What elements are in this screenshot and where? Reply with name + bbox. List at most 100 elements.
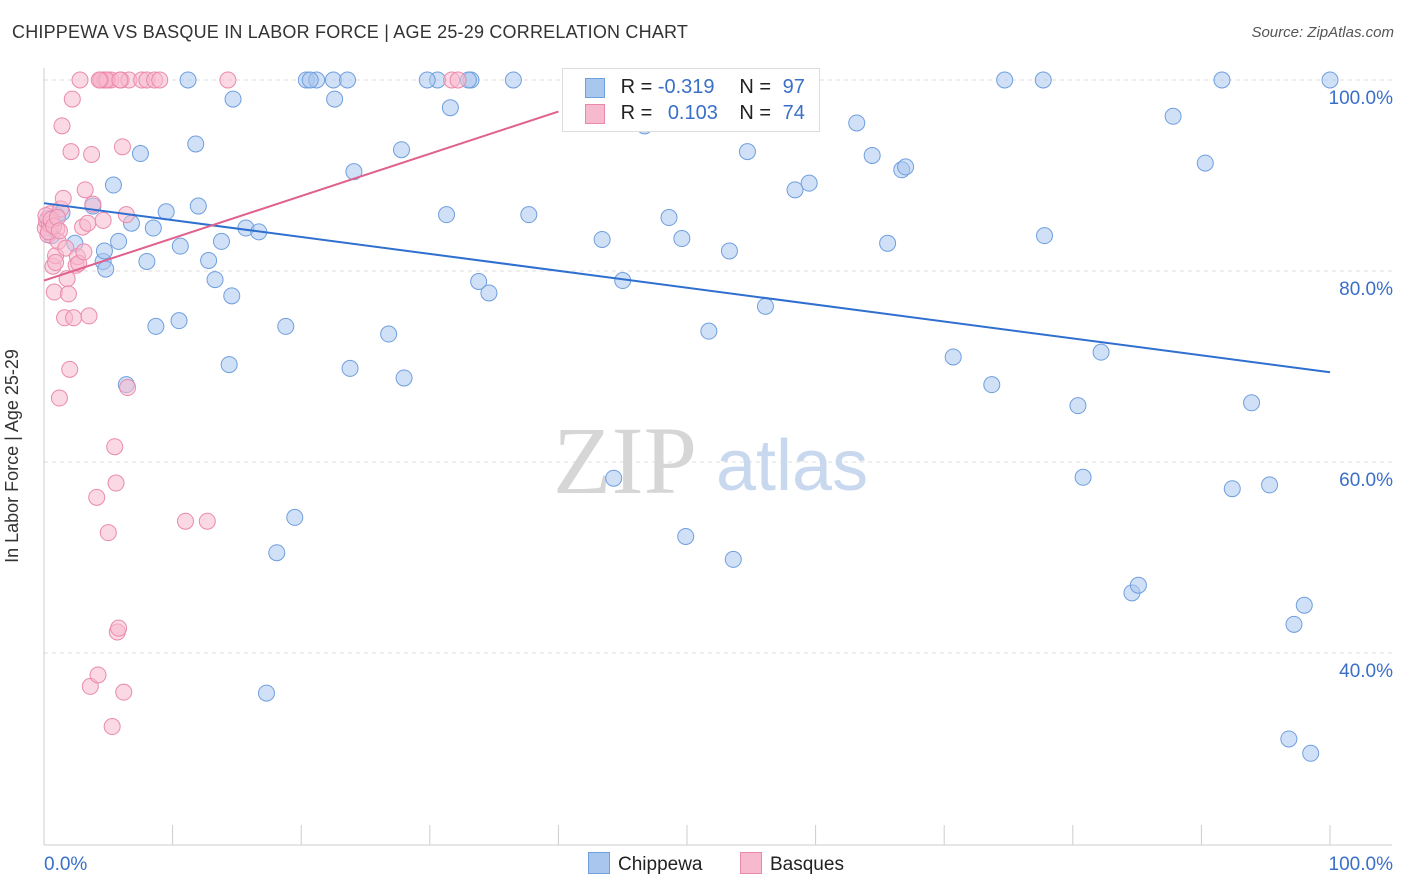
chippewa-point-21: [179, 71, 197, 89]
basques-point-16: [57, 239, 75, 257]
chippewa-point-67: [800, 174, 818, 192]
chippewa-point-92: [1295, 596, 1313, 614]
legend-basques-swatch: [740, 852, 762, 874]
chippewa-point-66: [786, 181, 804, 199]
trendlines: [43, 110, 1331, 374]
chippewa-point-24: [200, 251, 218, 269]
chippewa-point-19: [170, 312, 188, 330]
chippewa-point-39: [326, 90, 344, 108]
chippewa-point-34: [277, 317, 295, 335]
basques-n-value: 74: [782, 102, 805, 124]
basques-point-29: [80, 307, 98, 325]
chippewa-point-73: [944, 348, 962, 366]
basques-point-50: [119, 379, 137, 397]
basques-point-57: [198, 512, 216, 530]
basques-point-7: [45, 283, 63, 301]
x-tick-label-max: 100.0%: [1329, 854, 1394, 875]
chippewa-point-87: [1243, 394, 1261, 412]
chippewa-point-18: [157, 203, 175, 221]
chippewa-point-48: [441, 99, 459, 117]
chippewa-point-60: [677, 527, 695, 545]
grid-layer: [44, 79, 1392, 654]
legend-basques[interactable]: Basques: [740, 852, 844, 876]
chippewa-point-14: [131, 145, 149, 163]
chippewa-point-75: [996, 71, 1014, 89]
basques-point-20: [62, 143, 80, 161]
chippewa-point-17: [147, 317, 165, 335]
basques-point-39: [99, 524, 117, 542]
chippewa-point-53: [520, 206, 538, 224]
basques-point-19: [61, 360, 79, 378]
basques-point-42: [106, 438, 124, 456]
legend-chippewa-swatch: [588, 852, 610, 874]
chippewa-point-27: [220, 356, 238, 374]
chippewa-point-69: [863, 146, 881, 164]
y-tick-label-40: 40.0%: [1339, 661, 1393, 682]
chippewa-point-10: [104, 176, 122, 194]
basques-point-36: [94, 211, 112, 229]
chippewa-point-54: [593, 230, 611, 248]
basques-point-55: [151, 71, 169, 89]
chippewa-point-20: [171, 237, 189, 255]
chippewa-point-93: [1321, 71, 1339, 89]
stats-row-chippewa: R = -0.319 N = 97: [585, 74, 805, 100]
chippewa-point-26: [212, 232, 230, 250]
chippewa-point-94: [418, 71, 436, 89]
chippewa-point-15: [138, 252, 156, 270]
chippewa-r-value: -0.319: [657, 76, 715, 98]
chippewa-point-25: [206, 271, 224, 289]
basques-point-48: [115, 683, 133, 701]
basques-point-58: [219, 71, 237, 89]
basques-point-33: [88, 488, 106, 506]
chippewa-point-23: [189, 197, 207, 215]
chippewa-point-83: [1164, 107, 1182, 125]
series-chippewa-points: [39, 71, 1339, 762]
series-basques-points: [36, 71, 467, 736]
watermark-atlas: atlas: [716, 426, 868, 506]
basques-point-71: [47, 253, 65, 271]
stats-box: R = -0.319 N = 97 R = 0.103 N = 74: [562, 68, 820, 132]
chippewa-point-41: [341, 359, 359, 377]
basques-point-27: [76, 181, 94, 199]
chippewa-point-89: [1285, 615, 1303, 633]
chippewa-point-40: [338, 71, 356, 89]
chippewa-point-84: [1196, 154, 1214, 172]
basques-point-73: [90, 71, 108, 89]
basques-point-60: [449, 71, 467, 89]
basques-point-28: [79, 214, 97, 232]
x-tick-label-min: 0.0%: [44, 854, 87, 875]
basques-trendline: [43, 110, 559, 282]
basques-point-45: [110, 619, 128, 637]
chippewa-point-43: [380, 325, 398, 343]
legend-chippewa-label: Chippewa: [618, 854, 703, 875]
chippewa-point-45: [395, 369, 413, 387]
chippewa-point-35: [286, 508, 304, 526]
y-tick-label-100: 100.0%: [1329, 88, 1394, 109]
basques-point-13: [53, 117, 71, 135]
chippewa-point-8: [95, 242, 113, 260]
chippewa-point-50: [470, 273, 488, 291]
chippewa-point-86: [1223, 480, 1241, 498]
watermark: ZIP atlas: [553, 407, 868, 514]
basques-point-21: [63, 90, 81, 108]
chippewa-point-55: [605, 469, 623, 487]
basques-point-68: [111, 71, 129, 89]
chippewa-trendline: [43, 202, 1331, 374]
chippewa-point-65: [756, 297, 774, 315]
chippewa-point-77: [1036, 227, 1054, 245]
chippewa-point-96: [301, 71, 319, 89]
chippewa-point-88: [1261, 476, 1279, 494]
chippewa-point-80: [1092, 343, 1110, 361]
chippewa-point-44: [393, 141, 411, 159]
chippewa-point-85: [1213, 71, 1231, 89]
basques-point-70: [75, 243, 93, 261]
stats-row-basques: R = 0.103 N = 74: [585, 100, 805, 126]
basques-swatch: [585, 103, 605, 124]
chippewa-point-9: [97, 260, 115, 278]
legend-chippewa[interactable]: Chippewa: [588, 852, 703, 876]
chippewa-point-51: [480, 284, 498, 302]
chippewa-point-28: [223, 287, 241, 305]
chippewa-n-label: N =: [739, 76, 772, 98]
chippewa-point-29: [224, 90, 242, 108]
